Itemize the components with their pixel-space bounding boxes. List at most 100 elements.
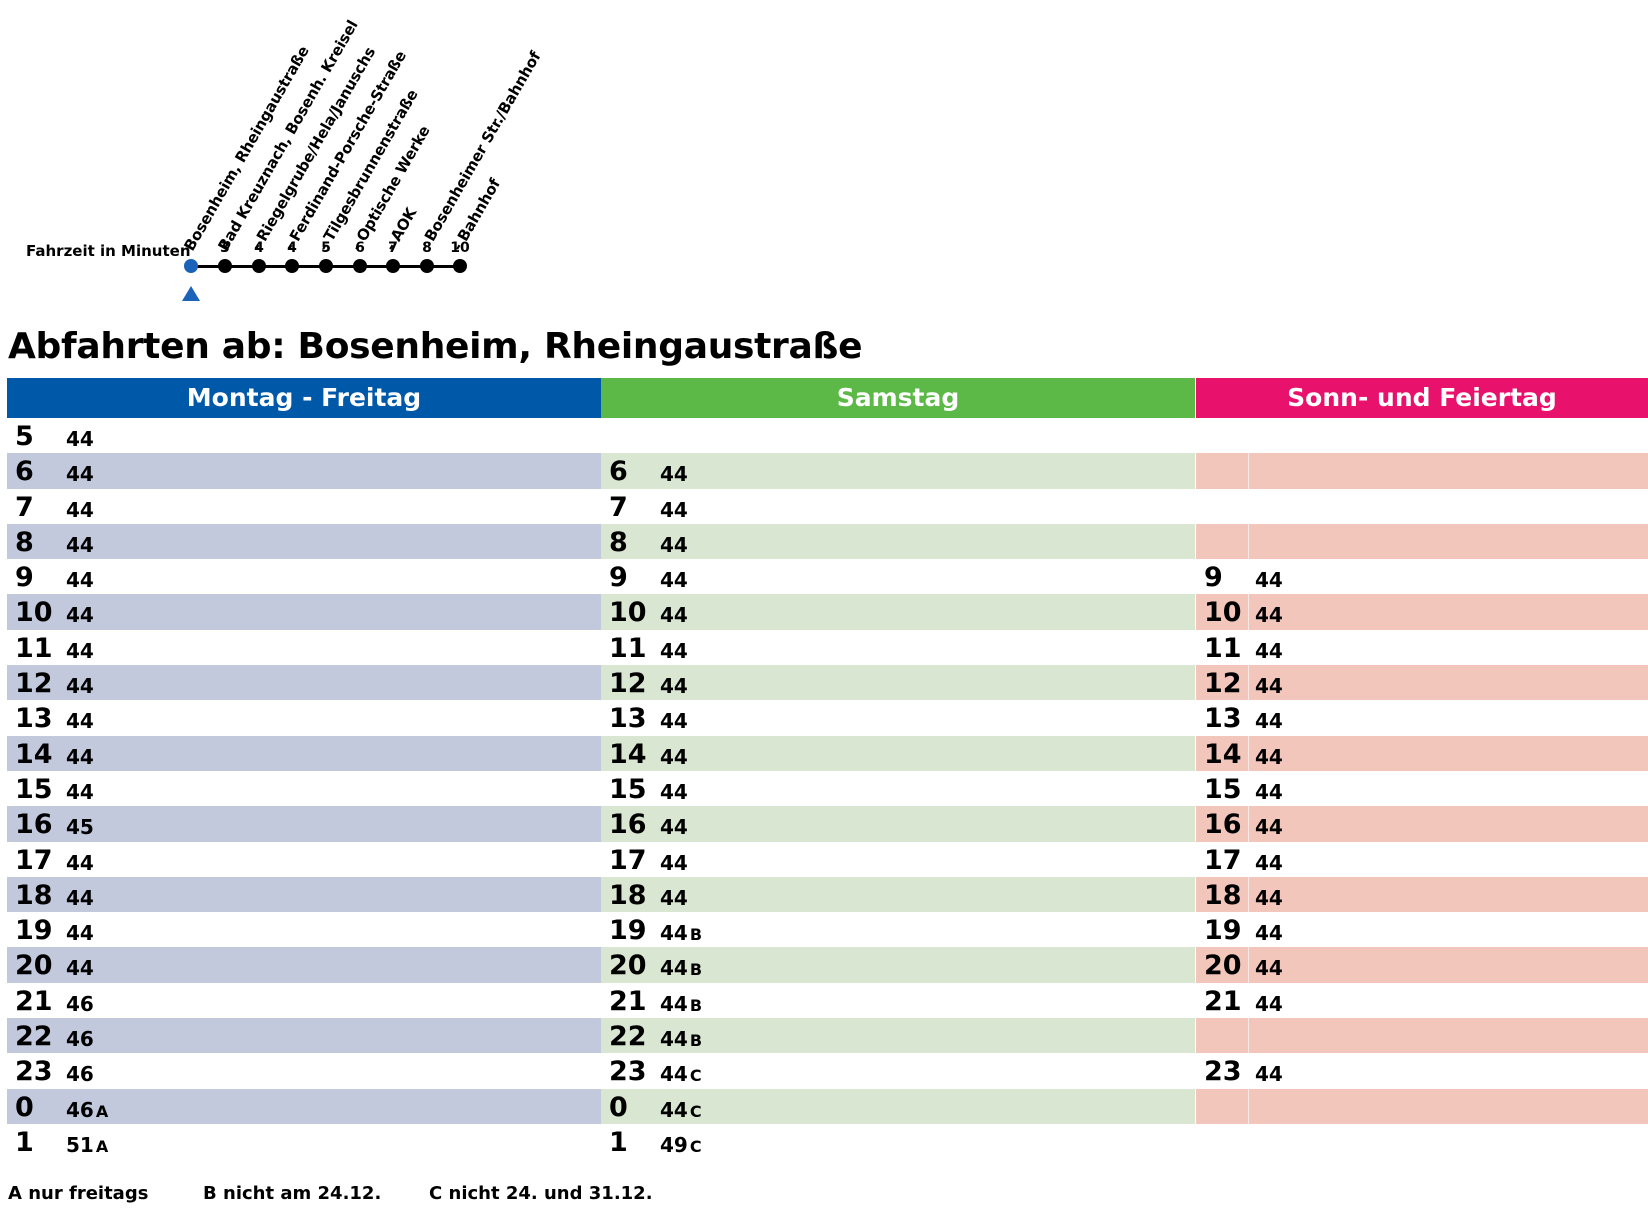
table-row: 10 44 [601, 594, 1195, 630]
table-row: 11 44 [7, 630, 601, 665]
minute-cell: 44 [660, 709, 690, 733]
hour-cell: 17 [609, 844, 647, 876]
minute-value: 44 [1255, 921, 1283, 946]
minute-value: 44 [660, 991, 688, 1016]
footnote-marker: B [689, 925, 703, 945]
table-row: 10 44 [7, 594, 601, 630]
footnote-text: nicht am 24.12. [223, 1183, 382, 1204]
minute-value: 44 [660, 815, 688, 840]
minute-value: 44 [66, 779, 94, 804]
footnote-marker: C [689, 1101, 702, 1121]
minute-value: 44 [1255, 568, 1283, 593]
minute-cell: 46 A [66, 1098, 108, 1122]
minute-cell: 44 [660, 815, 690, 839]
minute-cell: 44 [1255, 780, 1285, 804]
minute-cell: 44 [660, 851, 690, 875]
hour-cell: 20 [15, 950, 53, 982]
table-row: 15 44 [7, 771, 601, 806]
hour-cell: 7 [609, 491, 628, 523]
table-row: 14 44 [7, 735, 601, 771]
minute-cell [1255, 1027, 1257, 1051]
hour-cell: 17 [1204, 844, 1242, 876]
minute-value: 44 [66, 427, 94, 451]
minute-value: 44 [66, 603, 94, 628]
minute-value: 44 [660, 850, 688, 875]
table-row: 1 49 C [601, 1124, 1195, 1159]
minute-value: 44 [660, 1062, 688, 1087]
hour-cell: 11 [1204, 632, 1242, 664]
minute-cell: 44 [1255, 1062, 1285, 1086]
table-row: 23 44 C [601, 1053, 1195, 1088]
table-row: 15 44 [1196, 771, 1648, 806]
table-row: 18 44 [1196, 876, 1648, 913]
hour-cell: 6 [15, 456, 34, 488]
minute-value: 44 [1255, 744, 1283, 769]
hour-cell: 9 [15, 562, 34, 594]
minute-cell [1255, 533, 1257, 557]
minute-value: 44 [66, 744, 94, 769]
minute-cell: 44 [1255, 956, 1285, 980]
table-row: 17 44 [7, 842, 601, 877]
minute-value: 44 [66, 532, 94, 557]
footnote-marker: B [689, 1031, 703, 1051]
hour-cell: 16 [15, 809, 53, 841]
travel-time-2: 4 [254, 240, 264, 256]
minute-value: 44 [1255, 674, 1283, 699]
footnote-text: nur freitags [28, 1183, 149, 1204]
minute-cell: 44 [66, 921, 96, 945]
minute-value: 44 [1255, 709, 1283, 734]
route-diagram: Bosenheim, Rheingaustraße Bad Kreuznach,… [0, 0, 1648, 310]
table-row: 22 46 [7, 1018, 601, 1054]
minute-cell: 44 [66, 851, 96, 875]
weekday-rows: 5 44 6 44 7 44 8 44 9 44 10 44 11 44 12 44 13 44 14 44 15 44 1… [7, 418, 601, 1159]
hour-cell: 13 [609, 703, 647, 735]
page-title: Abfahrten ab: Bosenheim, Rheingaustraße [8, 326, 863, 367]
hour-cell: 14 [15, 738, 53, 770]
footnote-b: B nicht am 24.12. [203, 1183, 381, 1204]
minute-cell: 44 [1255, 992, 1285, 1016]
hour-cell: 11 [15, 632, 53, 664]
minute-cell [1255, 1098, 1257, 1122]
table-row [1196, 418, 1648, 453]
table-row [1196, 489, 1648, 524]
table-row: 11 44 [1196, 630, 1648, 665]
table-row: 16 45 [7, 806, 601, 842]
minute-value: 44 [66, 638, 94, 663]
minute-cell: 44 [660, 603, 690, 627]
travel-time-label: Fahrzeit in Minuten [26, 242, 191, 260]
table-row: 13 44 [7, 700, 601, 735]
table-row: 19 44 B [601, 912, 1195, 947]
minute-value: 44 [66, 709, 94, 734]
minute-value: 45 [66, 815, 94, 840]
hour-cell: 23 [15, 1056, 53, 1088]
minute-cell: 44 [66, 462, 96, 486]
minute-cell: 44 [660, 886, 690, 910]
table-row: 19 44 [7, 912, 601, 947]
hour-cell: 18 [1204, 879, 1242, 911]
minute-value: 46 [66, 991, 94, 1016]
footnote-key: C [429, 1183, 443, 1204]
minute-cell: 44 [66, 709, 96, 733]
minute-cell: 44 [66, 639, 96, 663]
hour-cell: 22 [15, 1021, 53, 1053]
hour-cell: 1 [609, 1126, 628, 1158]
minute-cell: 46 [66, 992, 96, 1016]
hour-cell: 21 [609, 985, 647, 1017]
minute-cell: 44 [66, 674, 96, 698]
minute-cell: 44 [1255, 815, 1285, 839]
footnote-a: A nur freitags [8, 1183, 148, 1204]
minute-cell: 44 [660, 568, 690, 592]
saturday-header: Samstag [601, 378, 1195, 418]
minute-value: 44 [1255, 885, 1283, 910]
stop-dot [453, 259, 467, 273]
table-row: 17 44 [601, 842, 1195, 877]
travel-time-4: 5 [321, 240, 331, 256]
table-row: 19 44 [1196, 912, 1648, 947]
footnote-marker: C [689, 1066, 702, 1086]
minute-value: 44 [660, 779, 688, 804]
table-row: 23 46 [7, 1053, 601, 1088]
minute-cell: 44 [660, 462, 690, 486]
minute-cell: 44 [660, 533, 690, 557]
table-row: 10 44 [1196, 594, 1648, 631]
hour-cell: 19 [1204, 915, 1242, 947]
